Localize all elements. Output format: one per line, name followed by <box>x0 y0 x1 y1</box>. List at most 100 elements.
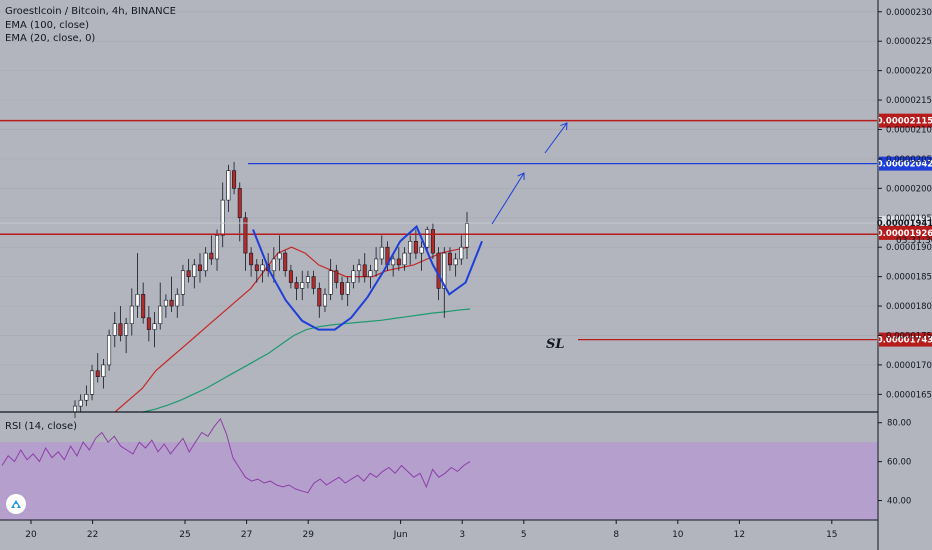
candle-body[interactable] <box>226 170 231 201</box>
ema100-path <box>142 308 471 413</box>
candle-body[interactable] <box>379 246 384 260</box>
candle-body[interactable] <box>328 270 333 295</box>
candle-body[interactable] <box>334 270 339 283</box>
candle-body[interactable] <box>124 323 129 336</box>
candle-body[interactable] <box>192 264 197 277</box>
ema20-path <box>114 246 469 413</box>
candle-body[interactable] <box>322 293 327 307</box>
candle-body[interactable] <box>419 246 424 254</box>
candle-body[interactable] <box>135 293 140 307</box>
candle-body[interactable] <box>158 305 163 325</box>
candle-body[interactable] <box>129 305 134 325</box>
candle-body[interactable] <box>101 364 106 377</box>
candle-body[interactable] <box>152 323 157 330</box>
candle-body[interactable] <box>317 288 322 307</box>
candle-body[interactable] <box>311 276 316 289</box>
candle-body[interactable] <box>442 252 447 289</box>
candle-body[interactable] <box>197 264 202 272</box>
candle-body[interactable] <box>84 394 89 401</box>
candle-body[interactable] <box>90 370 95 395</box>
candle-body[interactable] <box>396 258 401 266</box>
time-tick-label: 5 <box>521 530 527 540</box>
time-tick-label: Jun <box>393 530 408 540</box>
candle-body[interactable] <box>254 264 259 272</box>
candle-body[interactable] <box>283 252 288 272</box>
candle-body[interactable] <box>277 252 282 260</box>
candle-body[interactable] <box>107 335 112 366</box>
candles[interactable] <box>72 161 470 418</box>
candle-body[interactable] <box>425 229 430 248</box>
candle-body[interactable] <box>118 323 123 336</box>
candle-body[interactable] <box>351 270 356 283</box>
candle-body[interactable] <box>169 299 174 307</box>
price-label-box <box>879 156 932 171</box>
price-label-text: 0.00001941 <box>877 219 932 229</box>
candle-body[interactable] <box>447 252 452 266</box>
ema20-legend[interactable]: EMA (20, close, 0) <box>5 33 96 44</box>
projection-arrow[interactable] <box>491 172 525 225</box>
candle-body[interactable] <box>436 252 441 289</box>
candle-body[interactable] <box>141 293 146 319</box>
candle-body[interactable] <box>288 270 293 283</box>
candle-body[interactable] <box>78 399 83 407</box>
candle-body[interactable] <box>453 258 458 266</box>
ema20-line <box>114 246 469 413</box>
candle-body[interactable] <box>408 241 413 254</box>
candle-body[interactable] <box>340 282 345 295</box>
candle-body[interactable] <box>249 252 254 266</box>
candle-body[interactable] <box>237 188 242 219</box>
rsi-path <box>1 417 471 494</box>
time-tick-label: 3 <box>459 530 465 540</box>
candle-body[interactable] <box>391 258 396 266</box>
candle-body[interactable] <box>243 217 248 254</box>
candle-body[interactable] <box>430 229 435 254</box>
candle-body[interactable] <box>305 276 310 283</box>
candle-body[interactable] <box>180 270 185 295</box>
candle-body[interactable] <box>300 282 305 289</box>
candle-body[interactable] <box>163 299 168 307</box>
rsi-line <box>1 417 471 494</box>
candle-body[interactable] <box>294 282 299 289</box>
candle-body[interactable] <box>459 246 464 260</box>
candle-body[interactable] <box>203 252 208 272</box>
candle-body[interactable] <box>362 264 367 277</box>
candle-body[interactable] <box>175 293 180 307</box>
candle-body[interactable] <box>464 223 470 248</box>
candle-body[interactable] <box>209 252 214 260</box>
time-axis[interactable]: 20 22 25 27 29 Jun 3 5 8 10 12 15 <box>25 520 838 540</box>
projection-arrow[interactable] <box>544 122 568 154</box>
candle-body[interactable] <box>374 258 379 272</box>
candle-body[interactable] <box>186 270 191 277</box>
candle-body[interactable] <box>357 264 362 272</box>
symbol-title[interactable]: Groestlcoin / Bitcoin, 4h, BINANCE <box>5 6 176 17</box>
candle-body[interactable] <box>368 270 373 277</box>
candle-body[interactable] <box>95 370 100 377</box>
candle-body[interactable] <box>271 258 276 272</box>
tradingview-logo-icon[interactable] <box>6 494 26 514</box>
candle-body[interactable] <box>345 282 350 295</box>
rsi-legend[interactable]: RSI (14, close) <box>5 421 78 432</box>
ema100-legend[interactable]: EMA (100, close) <box>5 19 89 31</box>
candle-body[interactable] <box>232 170 237 189</box>
candle-body[interactable] <box>146 317 151 330</box>
candle-body[interactable] <box>220 199 225 236</box>
candle-body[interactable] <box>215 235 220 260</box>
candle-body[interactable] <box>402 252 407 266</box>
candle-body[interactable] <box>72 405 78 413</box>
price-label-text: 0.00002042 <box>877 160 932 170</box>
candle-body[interactable] <box>260 264 265 272</box>
rsi-axis[interactable]: 80.00 60.00 40.00 <box>878 419 911 507</box>
candle-body[interactable] <box>112 323 117 336</box>
cup-and-handle-curve[interactable] <box>252 224 483 331</box>
candle-body[interactable] <box>413 241 418 254</box>
arrow-head-icon <box>517 172 525 181</box>
price-tick-label: 0.00001650 <box>886 390 932 400</box>
